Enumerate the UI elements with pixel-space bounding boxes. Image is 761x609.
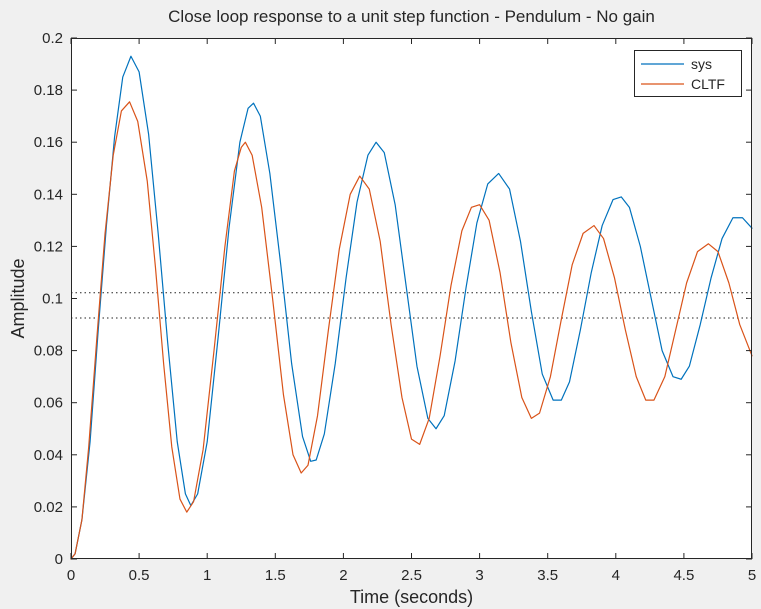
y-tick-label: 0.08 bbox=[34, 343, 63, 360]
x-tick-label: 0 bbox=[67, 567, 75, 584]
legend-box bbox=[634, 50, 742, 97]
x-tick-label: 4 bbox=[612, 567, 620, 584]
y-tick-label: 0.18 bbox=[34, 82, 63, 99]
y-tick-label: 0 bbox=[55, 551, 63, 568]
x-tick-label: 3.5 bbox=[537, 567, 558, 584]
y-tick-label: 0.16 bbox=[34, 134, 63, 151]
y-tick-label: 0.14 bbox=[34, 186, 63, 203]
plot-area[interactable] bbox=[71, 38, 752, 559]
x-tick-label: 1 bbox=[203, 567, 211, 584]
x-tick-label: 2.5 bbox=[401, 567, 422, 584]
x-tick-label: 2 bbox=[339, 567, 347, 584]
series-lines bbox=[70, 55, 753, 560]
y-tick-label: 0.12 bbox=[34, 238, 63, 255]
chart-title: Close loop response to a unit step funct… bbox=[168, 7, 655, 26]
legend-label-sys: sys bbox=[691, 56, 712, 72]
x-tick-label: 4.5 bbox=[673, 567, 694, 584]
x-axis-label: Time (seconds) bbox=[350, 587, 473, 607]
y-tick-label: 0.02 bbox=[34, 499, 63, 516]
y-tick-label: 0.1 bbox=[42, 291, 63, 308]
y-axis-label: Amplitude bbox=[8, 258, 28, 338]
y-tick-label: 0.06 bbox=[34, 395, 63, 412]
series-line-sys[interactable] bbox=[70, 55, 753, 560]
x-tick-label: 1.5 bbox=[265, 567, 286, 584]
settling-band bbox=[71, 292, 752, 319]
y-tick-label: 0.2 bbox=[42, 30, 63, 47]
legend-label-cltf: CLTF bbox=[691, 76, 725, 92]
y-tick-label: 0.04 bbox=[34, 447, 63, 464]
axis-ticks: 0 0.5 1 1.5 2 2.5 3 3.5 4 4.5 5 0 0.02 0.04 0.06 0.08 0.… bbox=[34, 30, 756, 584]
x-tick-label: 0.5 bbox=[129, 567, 150, 584]
series-line-cltf[interactable] bbox=[70, 101, 753, 560]
x-tick-label: 3 bbox=[475, 567, 483, 584]
x-tick-label: 5 bbox=[748, 567, 756, 584]
legend[interactable]: sys CLTF bbox=[634, 50, 742, 97]
